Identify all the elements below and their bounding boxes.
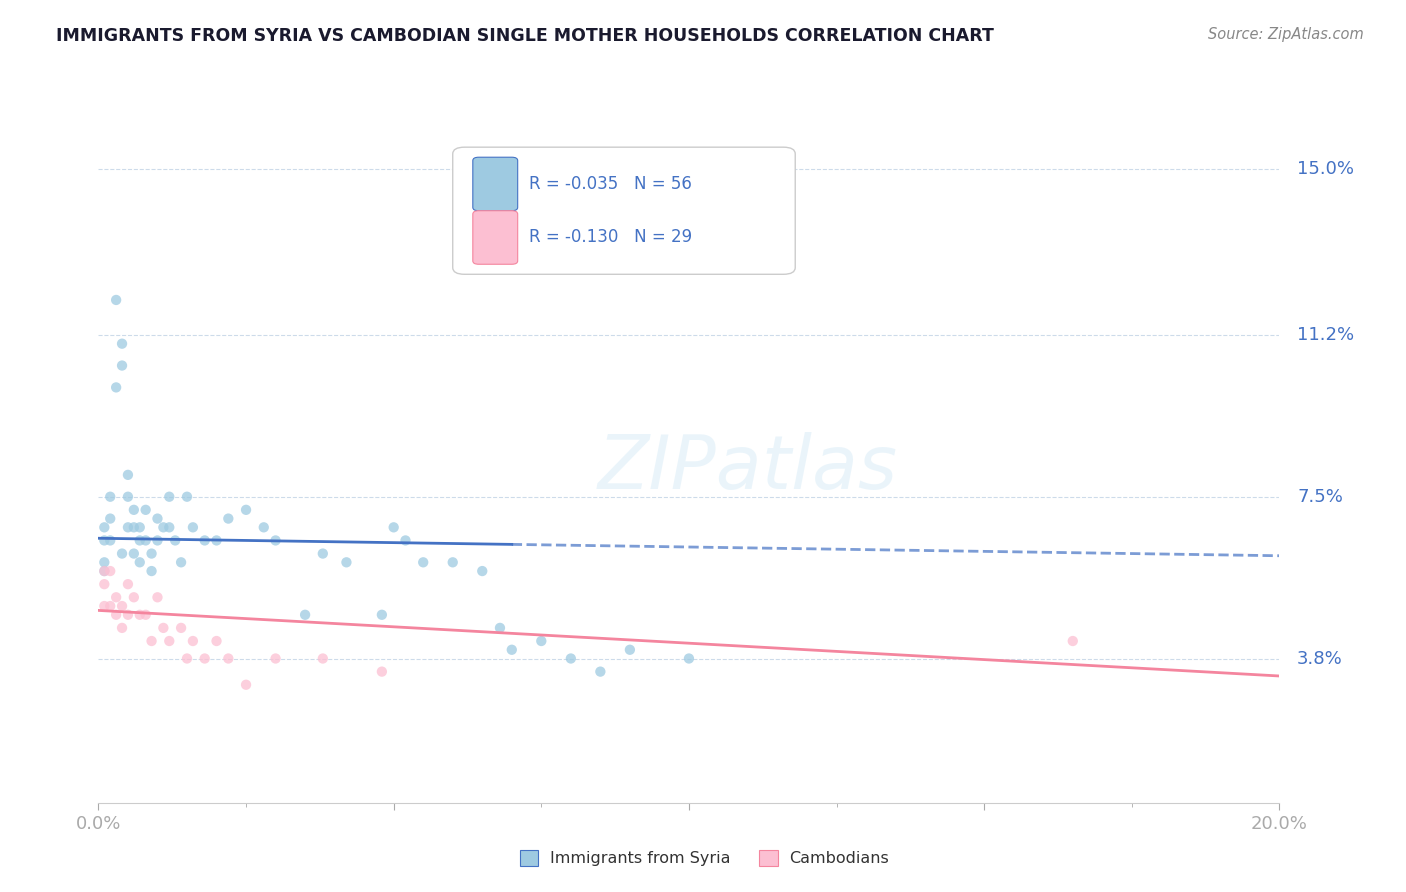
Point xyxy=(157,490,180,504)
Text: Immigrants from Syria: Immigrants from Syria xyxy=(550,851,730,865)
Point xyxy=(135,533,157,548)
Point xyxy=(111,547,134,561)
Point xyxy=(98,564,121,578)
Text: 7.5%: 7.5% xyxy=(1298,488,1343,506)
Point xyxy=(165,533,187,548)
Point xyxy=(176,490,198,504)
Point xyxy=(471,564,494,578)
Text: 11.2%: 11.2% xyxy=(1298,326,1354,344)
Point xyxy=(152,520,174,534)
Point xyxy=(589,665,612,679)
Point xyxy=(264,651,287,665)
Point xyxy=(394,533,416,548)
Point xyxy=(122,591,145,605)
FancyBboxPatch shape xyxy=(472,211,517,264)
FancyBboxPatch shape xyxy=(453,147,796,275)
Point xyxy=(122,520,145,534)
Point xyxy=(619,642,641,657)
Point xyxy=(105,607,128,622)
Point xyxy=(194,651,217,665)
Point xyxy=(141,634,163,648)
Point xyxy=(678,651,700,665)
Point xyxy=(135,607,157,622)
Point xyxy=(146,533,169,548)
Point xyxy=(560,651,582,665)
Point xyxy=(111,621,134,635)
Point xyxy=(235,678,257,692)
Point xyxy=(128,533,150,548)
Point xyxy=(98,599,121,613)
Point xyxy=(194,533,217,548)
Point xyxy=(117,577,139,591)
Point xyxy=(181,520,204,534)
Point xyxy=(135,503,157,517)
Point xyxy=(93,599,115,613)
Point xyxy=(146,591,169,605)
Point xyxy=(141,564,163,578)
Point xyxy=(181,634,204,648)
Point xyxy=(128,520,150,534)
Point xyxy=(93,520,115,534)
Text: R = -0.035   N = 56: R = -0.035 N = 56 xyxy=(530,175,692,193)
Point xyxy=(105,293,128,307)
Point xyxy=(105,380,128,394)
Point xyxy=(111,359,134,373)
Point xyxy=(312,651,335,665)
Point xyxy=(117,520,139,534)
Point xyxy=(111,336,134,351)
Point xyxy=(489,621,512,635)
Point xyxy=(312,547,335,561)
Point xyxy=(98,533,121,548)
Point xyxy=(170,555,193,569)
FancyBboxPatch shape xyxy=(472,157,517,211)
Point xyxy=(93,564,115,578)
Point xyxy=(111,599,134,613)
Text: IMMIGRANTS FROM SYRIA VS CAMBODIAN SINGLE MOTHER HOUSEHOLDS CORRELATION CHART: IMMIGRANTS FROM SYRIA VS CAMBODIAN SINGL… xyxy=(56,27,994,45)
Point xyxy=(157,520,180,534)
Point xyxy=(122,503,145,517)
Point xyxy=(205,533,228,548)
Point xyxy=(157,634,180,648)
Text: Cambodians: Cambodians xyxy=(789,851,889,865)
Point xyxy=(141,547,163,561)
Point xyxy=(146,511,169,525)
Point xyxy=(98,511,121,525)
Point xyxy=(117,607,139,622)
Point xyxy=(264,533,287,548)
Point xyxy=(382,520,405,534)
Point xyxy=(176,651,198,665)
Point xyxy=(152,621,174,635)
Point xyxy=(217,511,239,525)
Point xyxy=(128,607,150,622)
Point xyxy=(128,555,150,569)
Point xyxy=(530,634,553,648)
Point xyxy=(205,634,228,648)
Point xyxy=(122,547,145,561)
Point xyxy=(1062,634,1084,648)
Point xyxy=(117,490,139,504)
Point xyxy=(170,621,193,635)
Point xyxy=(105,591,128,605)
Point xyxy=(93,564,115,578)
Point xyxy=(93,533,115,548)
Text: ZIPatlas: ZIPatlas xyxy=(598,433,898,504)
Point xyxy=(501,642,523,657)
Point xyxy=(117,467,139,482)
Text: 3.8%: 3.8% xyxy=(1298,649,1343,667)
Point xyxy=(93,555,115,569)
Point xyxy=(294,607,316,622)
Point xyxy=(98,490,121,504)
Text: 15.0%: 15.0% xyxy=(1298,160,1354,178)
Point xyxy=(335,555,357,569)
Point xyxy=(217,651,239,665)
Text: Source: ZipAtlas.com: Source: ZipAtlas.com xyxy=(1208,27,1364,42)
Point xyxy=(371,665,394,679)
Point xyxy=(412,555,434,569)
Point xyxy=(93,577,115,591)
Text: R = -0.130   N = 29: R = -0.130 N = 29 xyxy=(530,228,693,246)
Point xyxy=(235,503,257,517)
Point xyxy=(371,607,394,622)
Point xyxy=(253,520,276,534)
Point xyxy=(441,555,464,569)
